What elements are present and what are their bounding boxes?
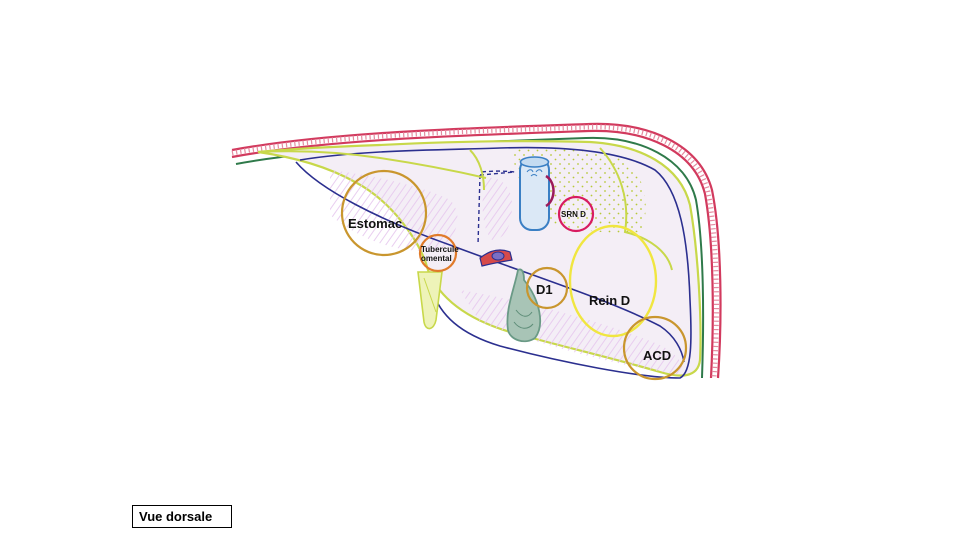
ligament-strand-1 (257, 150, 487, 179)
d1-impression-circle (525, 266, 569, 310)
acd-impression-circle (622, 315, 688, 381)
ivc-top-opening (519, 156, 550, 168)
portal-vein (491, 251, 505, 261)
view-caption: Vue dorsale (132, 505, 232, 528)
label-tubercule-line2: omental (421, 254, 452, 263)
peritoneum-dashed (481, 170, 516, 173)
caudate-dashed-outline (477, 171, 516, 246)
srn-impression-circle (557, 195, 595, 233)
stomach-impression-circle (340, 169, 428, 257)
label-tubercule-line1: Tubercule (421, 245, 459, 254)
left-lobe-shading (330, 170, 458, 251)
ligament-strand-3 (599, 147, 673, 271)
label-rein: Rein D (589, 293, 630, 308)
peritoneum-inner-upper (299, 146, 692, 379)
kidney-impression-circle (568, 224, 658, 338)
diaphragm-inner-line (231, 129, 714, 379)
caudate-shading (482, 177, 512, 240)
label-d1: D1 (536, 282, 553, 297)
label-estomac: Estomac (348, 216, 402, 231)
ligamentum-teres-hatch (423, 277, 437, 313)
ligament-strand-2 (469, 149, 485, 191)
adrenal-mark (545, 174, 555, 208)
label-srn: SRN D (561, 210, 586, 219)
peritoneum-inner-lower (295, 161, 685, 363)
diaphragm-outer-line (231, 122, 722, 379)
tubercule-omental-circle (418, 233, 458, 273)
ivc-hepatic-vein-ostia (526, 169, 543, 177)
gallbladder-wrinkles (513, 309, 534, 329)
inferior-vena-cava (519, 157, 550, 231)
label-acd: ACD (643, 348, 671, 363)
ligamentum-teres (417, 271, 443, 330)
